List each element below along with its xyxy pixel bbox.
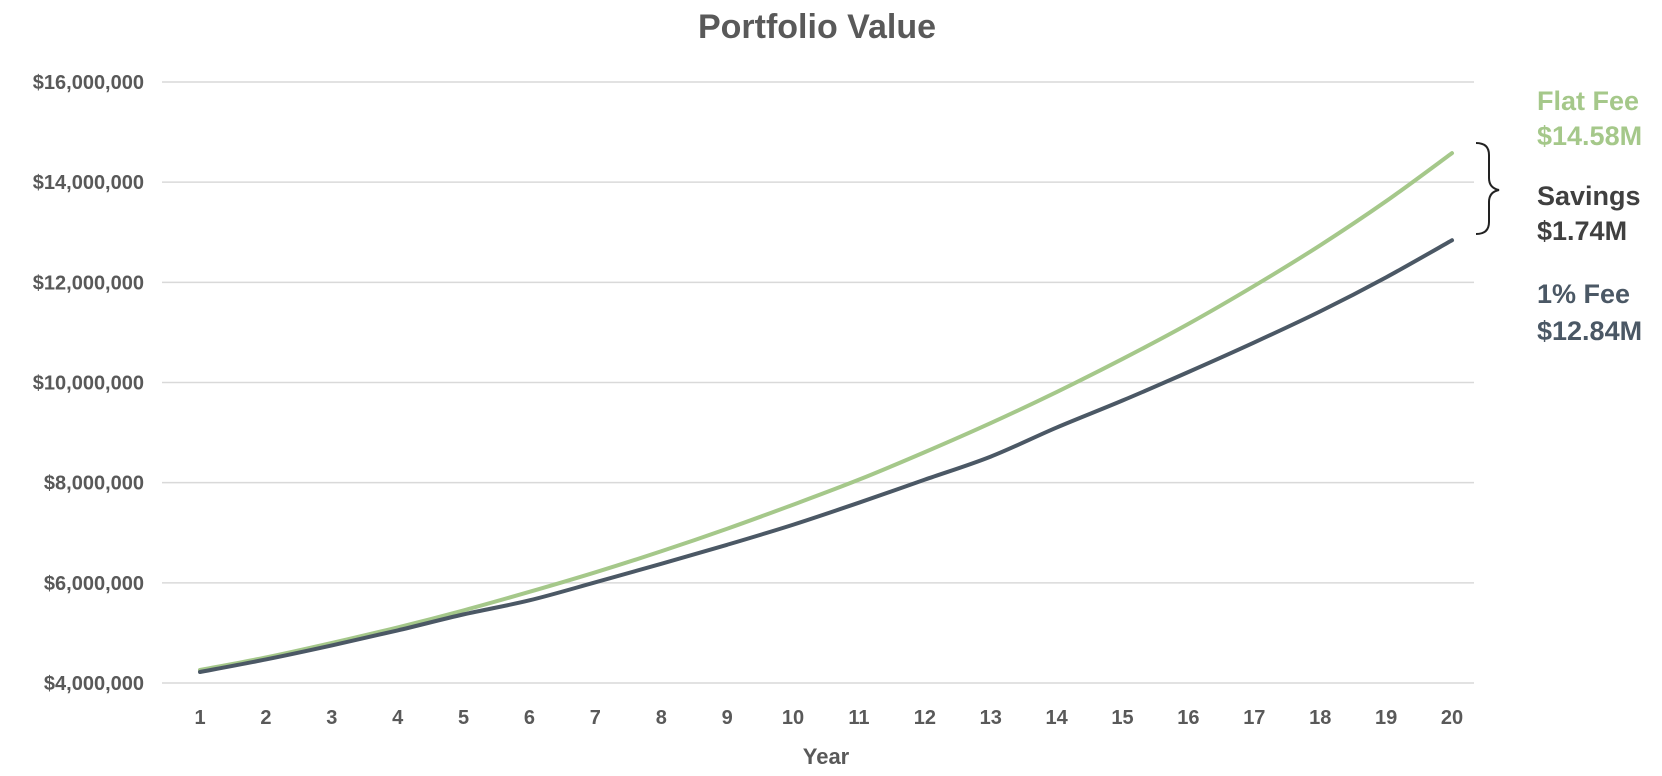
- annotation-flat-fee: Flat Fee $14.58M: [1537, 86, 1642, 151]
- x-tick-label: 4: [392, 707, 404, 729]
- series-line-flat-fee: [198, 151, 1454, 672]
- savings-bracket: [1475, 142, 1500, 235]
- y-tick-label: $8,000,000: [44, 473, 144, 495]
- y-tick-label: $14,000,000: [33, 172, 144, 194]
- x-tick-label: 13: [980, 707, 1002, 729]
- gridlines: [162, 81, 1474, 684]
- x-tick-label: 7: [590, 707, 601, 729]
- x-tick-label: 20: [1441, 707, 1463, 729]
- annotation-savings: Savings $1.74M: [1537, 181, 1641, 246]
- y-tick-label: $4,000,000: [44, 673, 144, 695]
- x-tick-label: 16: [1177, 707, 1199, 729]
- x-tick-label: 1: [194, 707, 205, 729]
- x-tick-label: 9: [722, 707, 733, 729]
- chart-title: Portfolio Value: [698, 8, 936, 46]
- x-axis-ticks: 1 2 3 4 5 6 7 8 9 10 11 12 13 14 15 16 17 18 19 20: [194, 707, 1463, 729]
- y-tick-label: $10,000,000: [33, 373, 144, 395]
- series-lines: [198, 151, 1454, 674]
- x-tick-label: 11: [848, 707, 869, 729]
- y-tick-label: $6,000,000: [44, 573, 144, 595]
- y-axis-ticks: $4,000,000 $6,000,000 $8,000,000 $10,000,00…: [33, 72, 144, 695]
- annotation-flat-fee-value: $14.58M: [1537, 121, 1642, 151]
- annotation-1pct-fee-label: 1% Fee: [1537, 279, 1630, 309]
- x-tick-label: 2: [260, 707, 271, 729]
- annotation-savings-value: $1.74M: [1537, 216, 1627, 246]
- x-tick-label: 3: [326, 707, 337, 729]
- x-tick-label: 12: [914, 707, 936, 729]
- y-tick-label: $16,000,000: [33, 72, 144, 94]
- y-tick-label: $12,000,000: [33, 272, 144, 294]
- annotation-savings-label: Savings: [1537, 181, 1641, 211]
- x-tick-label: 5: [458, 707, 469, 729]
- x-tick-label: 6: [524, 707, 535, 729]
- series-line-1pct-fee: [198, 238, 1454, 674]
- x-tick-label: 17: [1243, 707, 1265, 729]
- x-tick-label: 14: [1046, 707, 1069, 729]
- annotation-1pct-fee-value: $12.84M: [1537, 316, 1642, 346]
- x-tick-label: 19: [1375, 707, 1397, 729]
- x-tick-label: 18: [1309, 707, 1331, 729]
- x-tick-label: 10: [782, 707, 804, 729]
- x-tick-label: 8: [656, 707, 667, 729]
- x-tick-label: 15: [1111, 707, 1133, 729]
- x-axis-label: Year: [803, 744, 850, 769]
- annotation-flat-fee-label: Flat Fee: [1537, 86, 1639, 116]
- annotation-1pct-fee: 1% Fee $12.84M: [1537, 279, 1642, 346]
